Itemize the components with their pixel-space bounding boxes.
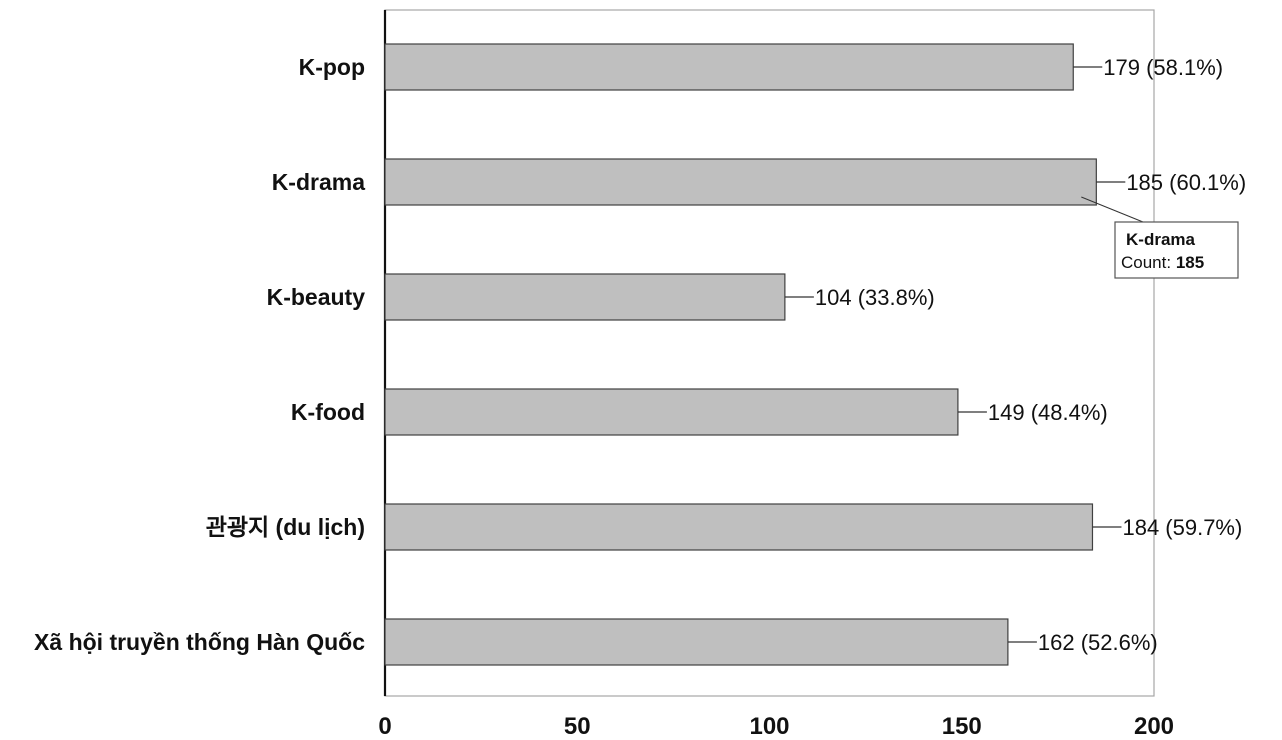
x-tick-label: 150 [942,713,982,740]
x-tick-label: 200 [1134,713,1174,740]
label-leader-lines [784,66,1126,643]
value-label: 184 (59.7%) [1122,515,1242,540]
bar[interactable] [384,158,1097,206]
bar[interactable] [384,43,1074,91]
tooltip-count-value: 185 [1176,253,1204,272]
value-label: 104 (33.8%) [815,285,935,310]
x-tick-labels: 0 50 100 150 200 [378,713,1174,740]
category-label: K-food [291,399,365,425]
value-labels: 179 (58.1%) 185 (60.1%) 104 (33.8%) 149 (48… [815,55,1246,655]
tooltip-count: Count: 185 [1121,253,1204,272]
x-tick-label: 0 [378,713,391,740]
tooltip-count-label: Count: [1121,253,1176,272]
plot-border [384,9,1155,697]
tooltip-pointer [1081,196,1144,223]
category-label: K-pop [299,54,365,80]
plot-frame [383,9,1155,697]
category-label: 관광지 (du lịch) [206,514,365,540]
value-label: 179 (58.1%) [1103,55,1223,80]
value-label: 185 (60.1%) [1126,170,1246,195]
category-label: K-drama [272,169,366,195]
bar[interactable] [384,273,786,321]
category-labels: K-pop K-drama K-beauty K-food 관광지 (du lịch) X… [34,54,365,655]
tooltip: K-drama Count: 185 [1081,196,1239,279]
x-tick-label: 100 [749,713,789,740]
bar[interactable] [384,388,959,436]
tooltip-category: K-drama [1126,230,1196,249]
tooltip-box [1114,221,1239,279]
value-label: 162 (52.6%) [1038,630,1158,655]
bar[interactable] [384,503,1094,551]
bars [384,43,1097,666]
value-label: 149 (48.4%) [988,400,1108,425]
x-tick-label: 50 [564,713,591,740]
category-label: K-beauty [267,284,366,310]
category-label: Xã hội truyền thống Hàn Quốc [34,629,365,655]
bar[interactable] [384,618,1009,666]
